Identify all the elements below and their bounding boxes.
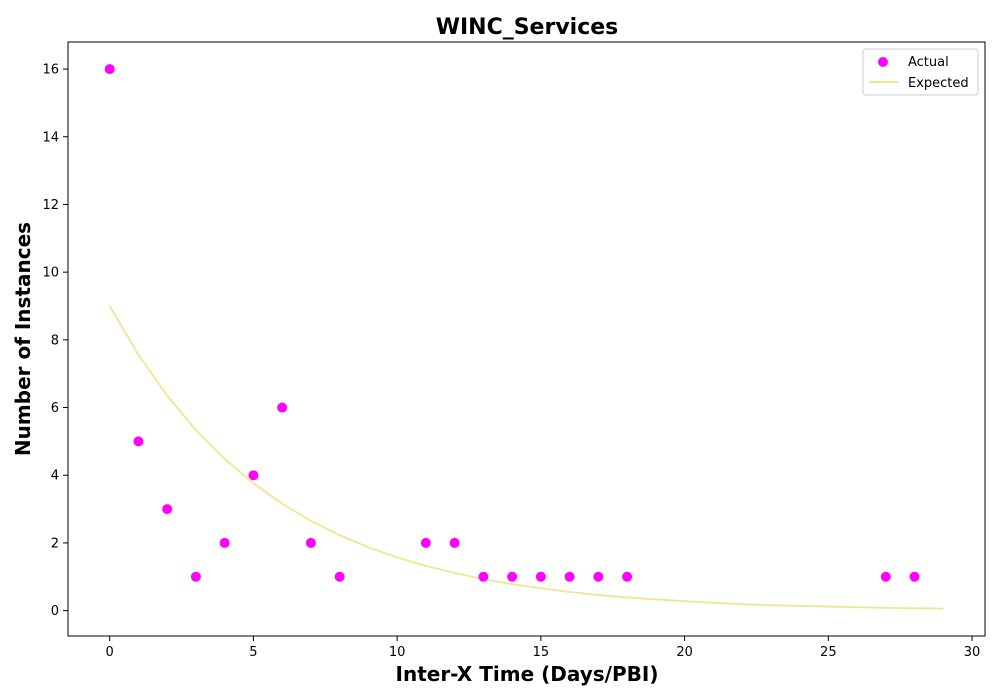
plot-area: 0 5 10 15 20 25 30 0 2 4 6 8 10 12 14 16 [42, 41, 986, 660]
y-axis-label: Number of Instances [11, 222, 35, 456]
expected-line [108, 305, 944, 610]
actual-point [507, 571, 518, 582]
x-tick-label: 30 [964, 645, 981, 660]
x-axis-ticks: 0 5 10 15 20 25 30 [106, 636, 981, 660]
legend-actual-label: Actual [908, 55, 949, 70]
actual-point [104, 64, 115, 75]
x-tick-label: 15 [533, 645, 550, 660]
actual-point [133, 436, 144, 447]
actual-point [248, 470, 259, 481]
y-tick-label: 0 [51, 604, 59, 619]
actual-point [535, 571, 546, 582]
actual-point [219, 537, 230, 548]
actual-point [909, 571, 920, 582]
actual-point [334, 571, 345, 582]
y-tick-label: 14 [42, 130, 59, 145]
y-axis-ticks: 0 2 4 6 8 10 12 14 16 [42, 63, 68, 619]
actual-point [277, 402, 288, 413]
actual-point [622, 571, 633, 582]
actual-point [190, 571, 201, 582]
actual-point [478, 571, 489, 582]
plot-frame [67, 41, 986, 637]
x-tick-label: 20 [676, 645, 693, 660]
legend: Actual Expected [862, 48, 979, 96]
x-axis-label: Inter-X Time (Days/PBI) [396, 662, 659, 686]
legend-expected-label: Expected [908, 76, 969, 91]
y-tick-label: 6 [51, 401, 59, 416]
y-tick-label: 8 [51, 333, 59, 348]
x-tick-label: 10 [389, 645, 406, 660]
x-tick-label: 25 [820, 645, 837, 660]
x-tick-label: 0 [106, 645, 114, 660]
actual-point [564, 571, 575, 582]
actual-point [162, 504, 173, 515]
actual-point [880, 571, 891, 582]
x-tick-label: 5 [249, 645, 257, 660]
legend-actual-marker [878, 57, 888, 67]
actual-point [593, 571, 604, 582]
y-tick-label: 12 [42, 198, 59, 213]
actual-point [449, 537, 460, 548]
chart-title: WINC_Services [436, 15, 619, 40]
actual-point [420, 537, 431, 548]
y-tick-label: 16 [42, 63, 59, 78]
y-tick-label: 10 [42, 266, 59, 281]
series-layer [104, 64, 944, 610]
y-tick-label: 4 [51, 469, 59, 484]
actual-point [305, 537, 316, 548]
y-tick-label: 2 [51, 536, 59, 551]
legend-frame [862, 48, 979, 96]
